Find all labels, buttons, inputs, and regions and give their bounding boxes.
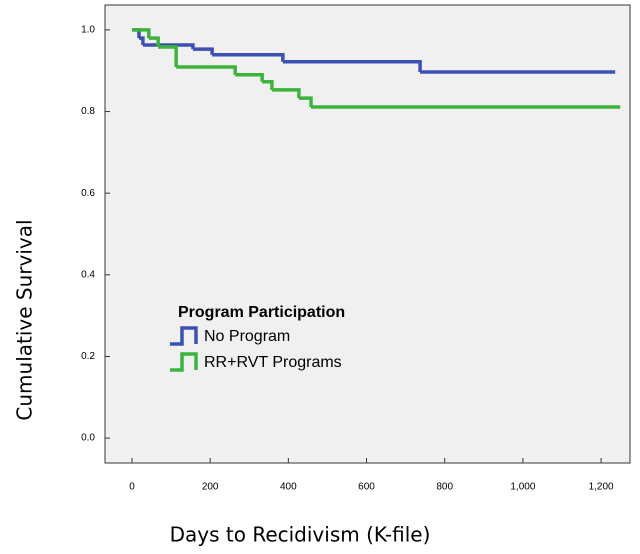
y-tick-label: 0.0	[81, 433, 95, 444]
plot-area	[104, 4, 631, 464]
y-tick-label: 0.6	[81, 188, 95, 199]
x-tick-label: 800	[436, 482, 453, 493]
x-tick-label: 600	[358, 482, 375, 493]
survival-step	[148, 36, 160, 48]
survival-step	[271, 88, 301, 99]
survival-step	[298, 96, 313, 108]
x-tick-label: 1,000	[510, 482, 535, 493]
y-axis-label: Cumulative Survival	[13, 219, 37, 420]
x-tick-label: 400	[280, 482, 297, 493]
y-tick-label: 0.8	[81, 106, 95, 117]
legend-symbol	[170, 326, 198, 346]
survival-step	[131, 28, 151, 39]
survival-step	[282, 59, 422, 72]
survival-step	[192, 47, 214, 55]
x-axis-label: Days to Recidivism (K-file)	[170, 523, 431, 547]
y-tick-label: 0.2	[81, 351, 95, 362]
x-tick-label: 1,200	[589, 482, 614, 493]
legend-label: No Program	[204, 328, 290, 345]
survival-step	[262, 79, 274, 90]
x-tick-label: 200	[202, 482, 219, 493]
y-tick-label: 1.0	[81, 25, 95, 36]
survival-step	[139, 36, 145, 46]
survival-step	[176, 65, 237, 75]
legend-symbol	[170, 352, 198, 372]
legend-label: RR+RVT Programs	[204, 354, 342, 371]
y-tick-label: 0.4	[81, 269, 95, 280]
x-tick-label: 0	[129, 482, 135, 493]
survival-step	[235, 73, 264, 82]
legend-title: Program Participation	[178, 304, 345, 321]
survival-step	[158, 45, 178, 68]
survival-step	[212, 53, 285, 62]
